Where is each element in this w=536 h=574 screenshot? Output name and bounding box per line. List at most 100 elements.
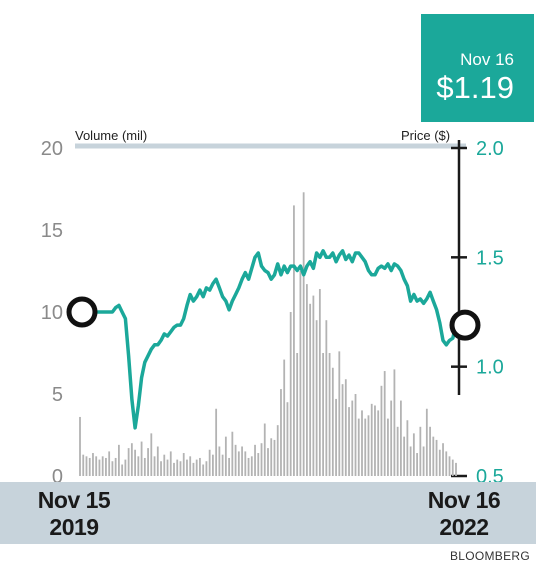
volume-bar xyxy=(160,461,162,476)
volume-bar xyxy=(195,459,198,476)
volume-bar xyxy=(299,271,302,476)
volume-bar xyxy=(98,459,101,476)
volume-bar xyxy=(241,446,243,476)
volume-bar xyxy=(403,436,406,476)
volume-bar xyxy=(438,449,441,476)
volume-bar xyxy=(179,461,182,476)
volume-bar xyxy=(354,394,357,476)
volume-bar xyxy=(270,438,273,476)
volume-bar xyxy=(276,425,279,476)
volume-bar xyxy=(432,436,435,476)
volume-bar xyxy=(169,451,172,476)
volume-bar xyxy=(351,400,354,476)
volume-bar xyxy=(95,456,98,476)
volume-bar xyxy=(134,449,137,476)
volume-bar xyxy=(234,444,237,476)
volume-bar xyxy=(419,426,422,476)
volume-bar xyxy=(445,451,448,476)
volume-bar xyxy=(448,456,451,476)
volume-bar xyxy=(406,420,409,476)
volume-bar xyxy=(283,359,286,476)
start-price-marker xyxy=(66,296,98,328)
volume-bar xyxy=(263,423,266,476)
volume-bar xyxy=(309,303,312,476)
volume-bar xyxy=(237,451,240,476)
volume-bar xyxy=(335,398,337,476)
volume-bar xyxy=(293,205,295,476)
date-band xyxy=(0,482,536,544)
volume-axis-ticks: 0 5 10 15 20 xyxy=(41,138,63,488)
end-year: 2022 xyxy=(439,514,489,540)
volume-bar xyxy=(250,456,253,476)
volume-bar xyxy=(442,443,444,476)
volume-bar xyxy=(218,446,221,476)
volume-bar xyxy=(244,451,247,476)
end-price-marker xyxy=(449,309,481,341)
start-date-label: Nov 15 2019 xyxy=(32,487,116,541)
volume-bar xyxy=(189,456,192,476)
volume-bar xyxy=(247,457,250,476)
volume-bar xyxy=(192,462,195,476)
volume-bar xyxy=(228,457,231,476)
volume-bar xyxy=(357,418,360,476)
volume-bar xyxy=(289,312,292,476)
volume-bar xyxy=(231,431,234,476)
volume-bar xyxy=(315,320,318,476)
price-axis-title: Price ($) xyxy=(401,128,451,143)
volume-bar xyxy=(451,459,454,476)
volume-bar xyxy=(221,454,224,476)
volume-bar xyxy=(280,389,282,476)
volume-bar xyxy=(199,457,201,476)
volume-bar xyxy=(328,353,331,476)
volume-bar xyxy=(85,456,88,476)
volume-bar xyxy=(412,433,415,476)
endpoint-markers xyxy=(66,296,481,341)
volume-bar xyxy=(147,448,149,476)
volume-bars xyxy=(79,192,457,476)
volume-bar xyxy=(124,459,127,476)
volume-axis-title: Volume (mil) xyxy=(75,128,148,143)
volume-bar xyxy=(409,446,412,476)
volume-bar xyxy=(208,449,211,476)
volume-bar xyxy=(361,410,363,476)
volume-bar xyxy=(390,400,393,476)
volume-bar xyxy=(137,456,140,476)
volume-bar xyxy=(370,403,373,476)
volume-bar xyxy=(338,351,341,476)
volume-bar xyxy=(211,454,214,476)
volume-tick-label: 0 xyxy=(52,466,63,488)
volume-tick-label: 10 xyxy=(41,302,63,324)
latest-price-callout: Nov 16 $1.19 xyxy=(421,14,534,122)
volume-bar xyxy=(82,454,85,476)
volume-bar xyxy=(429,426,431,476)
volume-bar xyxy=(325,320,328,476)
volume-bar xyxy=(344,379,347,476)
volume-bar xyxy=(111,461,114,476)
price-tick-label: 2.0 xyxy=(476,138,504,160)
volume-bar xyxy=(176,459,179,476)
volume-bar xyxy=(267,448,269,476)
volume-bar xyxy=(396,426,399,476)
volume-bar xyxy=(312,295,315,476)
volume-bar xyxy=(202,464,205,476)
volume-bar xyxy=(380,385,383,476)
volume-bar xyxy=(130,443,133,476)
volume-bar xyxy=(286,402,289,476)
volume-tick-label: 15 xyxy=(41,220,63,242)
volume-bar xyxy=(399,400,402,476)
volume-bar xyxy=(114,457,117,476)
volume-bar xyxy=(215,408,218,476)
volume-bar xyxy=(422,446,425,476)
volume-bar xyxy=(296,353,299,476)
volume-bar xyxy=(455,462,457,476)
volume-bar xyxy=(143,457,146,476)
volume-bar xyxy=(383,371,386,476)
volume-bar xyxy=(92,453,94,476)
volume-bar xyxy=(393,369,396,476)
price-tick-label: 1.5 xyxy=(476,247,504,269)
source-credit: BLOOMBERG xyxy=(449,549,530,563)
volume-bar xyxy=(367,415,370,476)
volume-bar xyxy=(374,405,376,476)
end-date: Nov 16 xyxy=(427,487,501,513)
